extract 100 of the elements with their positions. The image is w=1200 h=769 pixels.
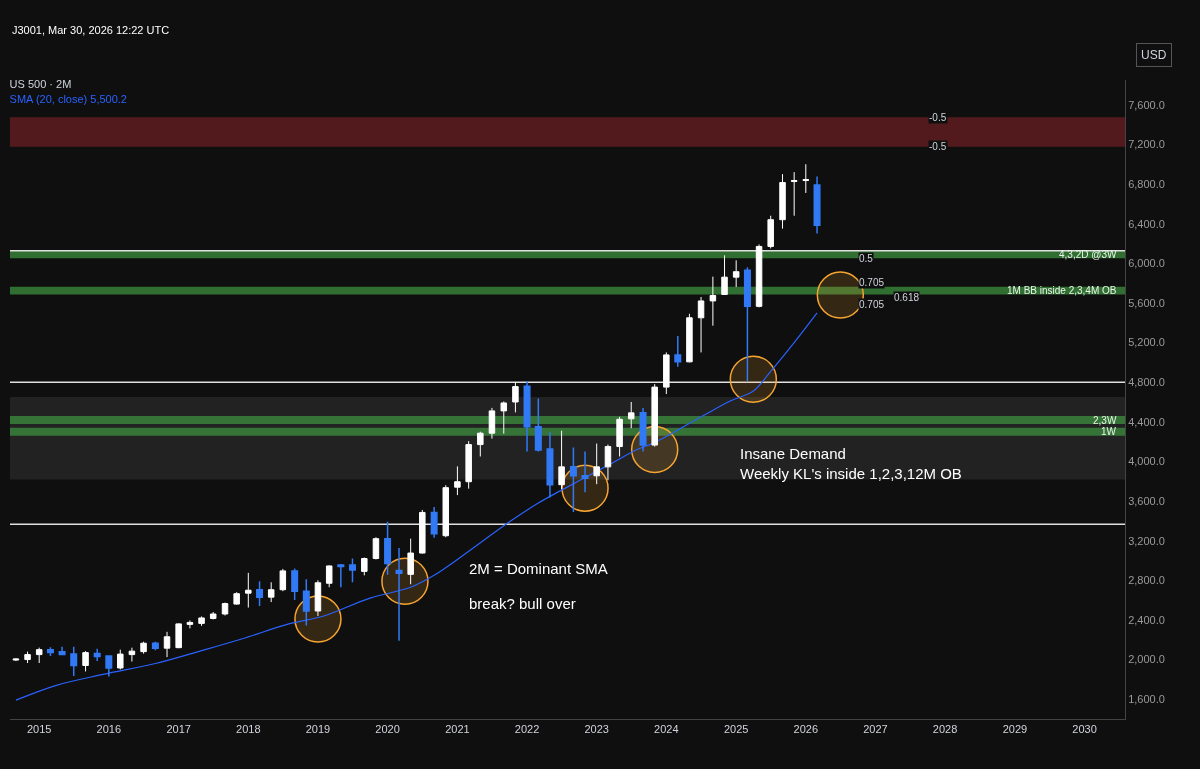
candlestick xyxy=(209,611,217,620)
x-tick-label: 2019 xyxy=(305,723,331,736)
candlestick xyxy=(500,400,508,435)
y-tick-label: 4,000.0 xyxy=(1128,455,1165,468)
annotation: 0.5 xyxy=(859,253,874,264)
candlestick xyxy=(348,557,356,584)
candlestick xyxy=(697,296,705,353)
candlestick xyxy=(743,266,751,382)
candlestick xyxy=(790,171,798,217)
candlestick xyxy=(569,446,577,513)
candlestick xyxy=(105,654,113,678)
y-tick-label: 2,000.0 xyxy=(1128,653,1165,666)
candlestick xyxy=(639,407,647,453)
candlestick xyxy=(361,557,368,576)
candlestick xyxy=(128,647,136,663)
x-tick-label: 2023 xyxy=(584,723,609,736)
annotation: break? bull over xyxy=(469,595,576,612)
band-label: 1W xyxy=(1101,426,1117,437)
y-tick-label: 4,400.0 xyxy=(1128,415,1165,428)
candlestick xyxy=(151,640,159,651)
candlestick xyxy=(813,175,821,235)
x-tick-label: 2015 xyxy=(26,723,52,736)
text: J3001, Mar 30, 2026 12:22 UTC xyxy=(12,24,170,36)
candlestick xyxy=(395,547,403,642)
candlestick xyxy=(117,649,124,670)
candlestick xyxy=(186,619,194,629)
x-tick-label: 2025 xyxy=(723,723,749,736)
candlestick xyxy=(314,579,322,617)
candlestick xyxy=(454,465,461,496)
candlestick xyxy=(384,521,392,576)
candlestick xyxy=(325,564,333,588)
candlestick xyxy=(221,602,229,616)
band-label: 4,3,2D @3W xyxy=(1059,249,1117,260)
candlestick xyxy=(593,443,600,485)
y-tick-label: 1,600.0 xyxy=(1128,693,1165,706)
candlestick xyxy=(279,568,287,592)
candlestick xyxy=(779,173,786,230)
candlestick xyxy=(163,631,171,658)
candlestick xyxy=(442,484,450,538)
annotation: 0.705 xyxy=(859,299,885,310)
annotation: Insane Demand Weekly KL's inside 1,2,3,12M OB xyxy=(740,445,962,482)
candlestick xyxy=(430,506,438,539)
x-tick-label: 2020 xyxy=(375,723,400,736)
candlestick xyxy=(512,381,519,413)
annotation: 2M = Dominant SMA xyxy=(469,560,608,577)
candlestick xyxy=(82,650,89,672)
text: SMA (20, close) 5,500.2 xyxy=(9,92,128,105)
candlestick xyxy=(267,581,275,603)
candlestick xyxy=(767,215,774,249)
candlestick xyxy=(581,450,589,493)
candlestick xyxy=(558,430,565,490)
candlestick xyxy=(488,407,496,440)
x-tick-label: 2027 xyxy=(863,723,888,736)
candlestick xyxy=(651,383,658,448)
x-tick-label: 2021 xyxy=(445,723,470,736)
y-tick-label: 2,800.0 xyxy=(1128,574,1165,587)
candlestick xyxy=(12,658,20,662)
candlestick xyxy=(419,509,426,555)
candlestick xyxy=(732,259,740,288)
y-tick-label: 7,200.0 xyxy=(1128,138,1165,151)
x-tick-label: 2022 xyxy=(514,723,540,736)
candlestick xyxy=(546,431,554,499)
candlestick xyxy=(175,622,182,649)
candlestick xyxy=(302,578,310,627)
y-tick-label: 6,400.0 xyxy=(1128,217,1165,230)
chart-title: US 500 · 2M xyxy=(9,78,72,91)
y-tick-label: 7,600.0 xyxy=(1128,98,1165,111)
y-tick-label: 3,600.0 xyxy=(1128,494,1165,507)
x-tick-label: 2026 xyxy=(793,723,819,736)
y-tick-label: 5,200.0 xyxy=(1128,336,1165,349)
candlestick xyxy=(616,416,623,457)
candlestick xyxy=(93,647,101,662)
x-tick-label: 2029 xyxy=(1002,723,1028,736)
y-tick-label: 5,600.0 xyxy=(1128,296,1165,309)
x-tick-label: 2024 xyxy=(654,723,679,736)
band-label: 1M BB inside 2,3,4M OB xyxy=(1007,285,1117,296)
x-tick-label: 2030 xyxy=(1072,723,1097,736)
y-tick-label: 2,400.0 xyxy=(1128,613,1165,626)
x-tick-label: 2028 xyxy=(932,723,958,736)
annotation: -0.5 xyxy=(929,112,947,123)
y-tick-label: 6,000.0 xyxy=(1128,257,1165,270)
x-tick-label: 2018 xyxy=(236,723,261,736)
x-tick-label: 2017 xyxy=(166,723,191,736)
annotation: -0.5 xyxy=(929,141,947,152)
annotation: 0.705 xyxy=(859,277,885,288)
candlestick xyxy=(627,401,635,429)
candlestick xyxy=(58,645,66,656)
y-axis-title: USD xyxy=(1141,48,1167,62)
candlestick xyxy=(721,254,728,296)
candlestick xyxy=(709,276,717,327)
candlestick xyxy=(686,313,693,363)
x-tick-label: 2016 xyxy=(96,723,122,736)
candlestick xyxy=(291,567,299,601)
candlestick xyxy=(407,538,414,585)
candlestick xyxy=(802,163,810,194)
candlestick xyxy=(70,645,78,677)
candlestick xyxy=(523,380,531,453)
candlestick xyxy=(24,651,31,664)
candlestick xyxy=(140,641,147,655)
candlestick xyxy=(372,536,380,560)
